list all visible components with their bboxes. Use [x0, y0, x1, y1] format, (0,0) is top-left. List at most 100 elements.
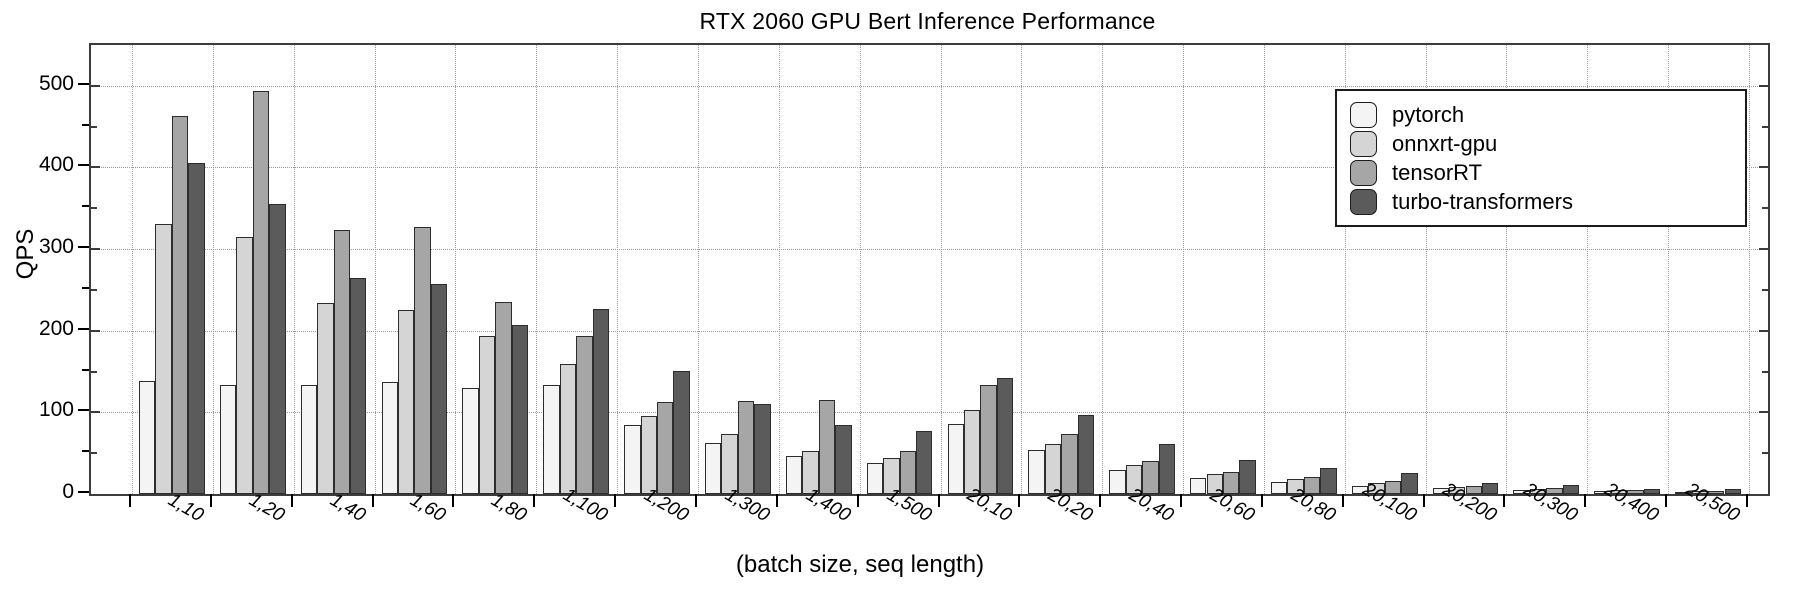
x-tick-10	[937, 494, 940, 507]
y-minor-tick-350	[1762, 207, 1768, 210]
bar-onnxrt-gpu-1-10	[155, 223, 172, 494]
v-gridline-14	[1263, 45, 1265, 494]
bar-pytorch-1-100	[543, 385, 560, 494]
bar-onnxrt-gpu-1-100	[559, 364, 577, 494]
x-tick-16	[1422, 494, 1425, 507]
bar-turbo-transformers-1-20	[269, 204, 286, 494]
bar-pytorch-1-10	[139, 381, 156, 494]
y-major-tick-500	[91, 84, 100, 87]
v-gridline-17	[1506, 45, 1508, 494]
chart-title: RTX 2060 GPU Bert Inference Performance	[699, 8, 1156, 34]
v-gridline-15	[1344, 45, 1346, 494]
legend-item-pytorch: pytorch	[1350, 100, 1745, 129]
x-tick-0	[129, 494, 131, 507]
bar-tensorRT-20-10	[980, 384, 997, 494]
legend-item-tensorRT: tensorRT	[1350, 158, 1745, 187]
v-gridline-0	[132, 45, 133, 494]
y-minor-tick-150	[91, 370, 97, 373]
h-gridline-400	[91, 167, 1768, 169]
v-gridline-5	[536, 45, 538, 494]
bar-pytorch-1-20	[219, 385, 237, 494]
y-minor-tick-250	[1762, 288, 1768, 291]
bar-onnxrt-gpu-20-20	[1044, 444, 1062, 494]
bar-tensorRT-1-80	[495, 302, 512, 494]
bar-onnxrt-gpu-20-60	[1206, 473, 1223, 494]
y-minor-tick-out-150	[82, 368, 89, 371]
bar-turbo-transformers-1-100	[592, 308, 610, 494]
v-gridline-8	[778, 45, 780, 494]
bar-pytorch-20-80	[1270, 481, 1288, 494]
y-minor-tick-450	[1762, 125, 1768, 128]
v-gridline-19	[1668, 45, 1670, 494]
y-major-tick-200	[1759, 329, 1768, 332]
v-gridline-10	[940, 45, 942, 494]
y-minor-tick-out-50	[82, 450, 89, 453]
bar-turbo-transformers-1-500	[916, 431, 933, 494]
y-major-tick-400	[1759, 166, 1768, 169]
bar-tensorRT-20-500	[1708, 490, 1725, 494]
plot-area: pytorch onnxrt-gpu tensorRT turbo-transform…	[89, 43, 1770, 496]
bar-pytorch-1-60	[381, 382, 398, 494]
bar-pytorch-1-400	[785, 455, 803, 494]
bar-tensorRT-20-200	[1465, 485, 1482, 494]
v-gridline-12	[1102, 45, 1104, 494]
bar-onnxrt-gpu-1-20	[236, 236, 253, 494]
x-tick-14	[1260, 494, 1263, 507]
y-tick-label-300: 300	[38, 235, 74, 259]
bar-pytorch-20-400	[1594, 491, 1611, 494]
bar-tensorRT-20-80	[1303, 476, 1321, 494]
bar-turbo-transformers-1-60	[430, 284, 448, 494]
bar-pytorch-20-300	[1513, 489, 1530, 494]
bar-tensorRT-20-400	[1627, 490, 1644, 494]
y-major-tick-300	[91, 248, 100, 251]
y-minor-tick-out-350	[82, 205, 89, 208]
y-major-tick-out-0	[78, 491, 89, 493]
bar-tensorRT-1-40	[333, 229, 351, 494]
v-gridline-9	[859, 45, 861, 494]
bar-tensorRT-1-300	[737, 400, 755, 494]
x-tick-11	[1018, 494, 1021, 507]
bar-onnxrt-gpu-20-400	[1610, 490, 1628, 494]
y-minor-tick-out-250	[82, 286, 89, 289]
y-major-tick-out-100	[78, 409, 89, 412]
y-major-tick-100	[91, 411, 100, 414]
x-tick-4	[452, 494, 455, 507]
bar-turbo-transformers-20-40	[1158, 444, 1175, 494]
bar-pytorch-20-60	[1190, 477, 1207, 494]
bar-onnxrt-gpu-20-100	[1368, 483, 1385, 494]
x-tick-3	[371, 494, 374, 507]
bar-turbo-transformers-1-400	[835, 425, 852, 494]
y-minor-tick-450	[91, 125, 97, 128]
y-tick-label-500: 500	[38, 71, 74, 95]
x-tick-2	[290, 494, 293, 507]
x-tick-15	[1341, 494, 1344, 507]
h-gridline-300	[91, 249, 1768, 251]
v-gridline-16	[1425, 45, 1427, 494]
legend: pytorch onnxrt-gpu tensorRT turbo-transform…	[1335, 89, 1747, 227]
y-major-tick-500	[1759, 84, 1768, 87]
y-major-tick-300	[1759, 248, 1768, 251]
bar-tensorRT-1-20	[252, 90, 270, 494]
legend-swatch-onnxrt-gpu	[1350, 130, 1377, 157]
y-major-tick-100	[1759, 411, 1768, 414]
y-major-tick-200	[91, 329, 100, 332]
bar-tensorRT-20-60	[1222, 471, 1240, 494]
bar-onnxrt-gpu-1-200	[640, 415, 657, 494]
legend-item-turbo-transformers: turbo-transformers	[1350, 187, 1745, 216]
v-gridline-7	[697, 45, 699, 494]
y-tick-label-400: 400	[38, 153, 74, 177]
bar-tensorRT-20-100	[1384, 480, 1402, 494]
y-minor-tick-150	[1762, 370, 1768, 373]
bar-pytorch-20-20	[1028, 449, 1045, 494]
legend-label-turbo-transformers: turbo-transformers	[1392, 188, 1573, 214]
v-gridline-13	[1183, 45, 1185, 494]
bar-tensorRT-20-40	[1142, 461, 1159, 494]
legend-swatch-turbo-transformers	[1350, 188, 1377, 215]
bar-onnxrt-gpu-20-40	[1125, 465, 1143, 494]
bar-turbo-transformers-1-200	[673, 370, 690, 494]
x-tick-1	[209, 494, 212, 507]
v-gridline-11	[1021, 45, 1023, 494]
bar-turbo-transformers-1-40	[350, 277, 367, 494]
bar-pytorch-20-100	[1351, 485, 1369, 494]
